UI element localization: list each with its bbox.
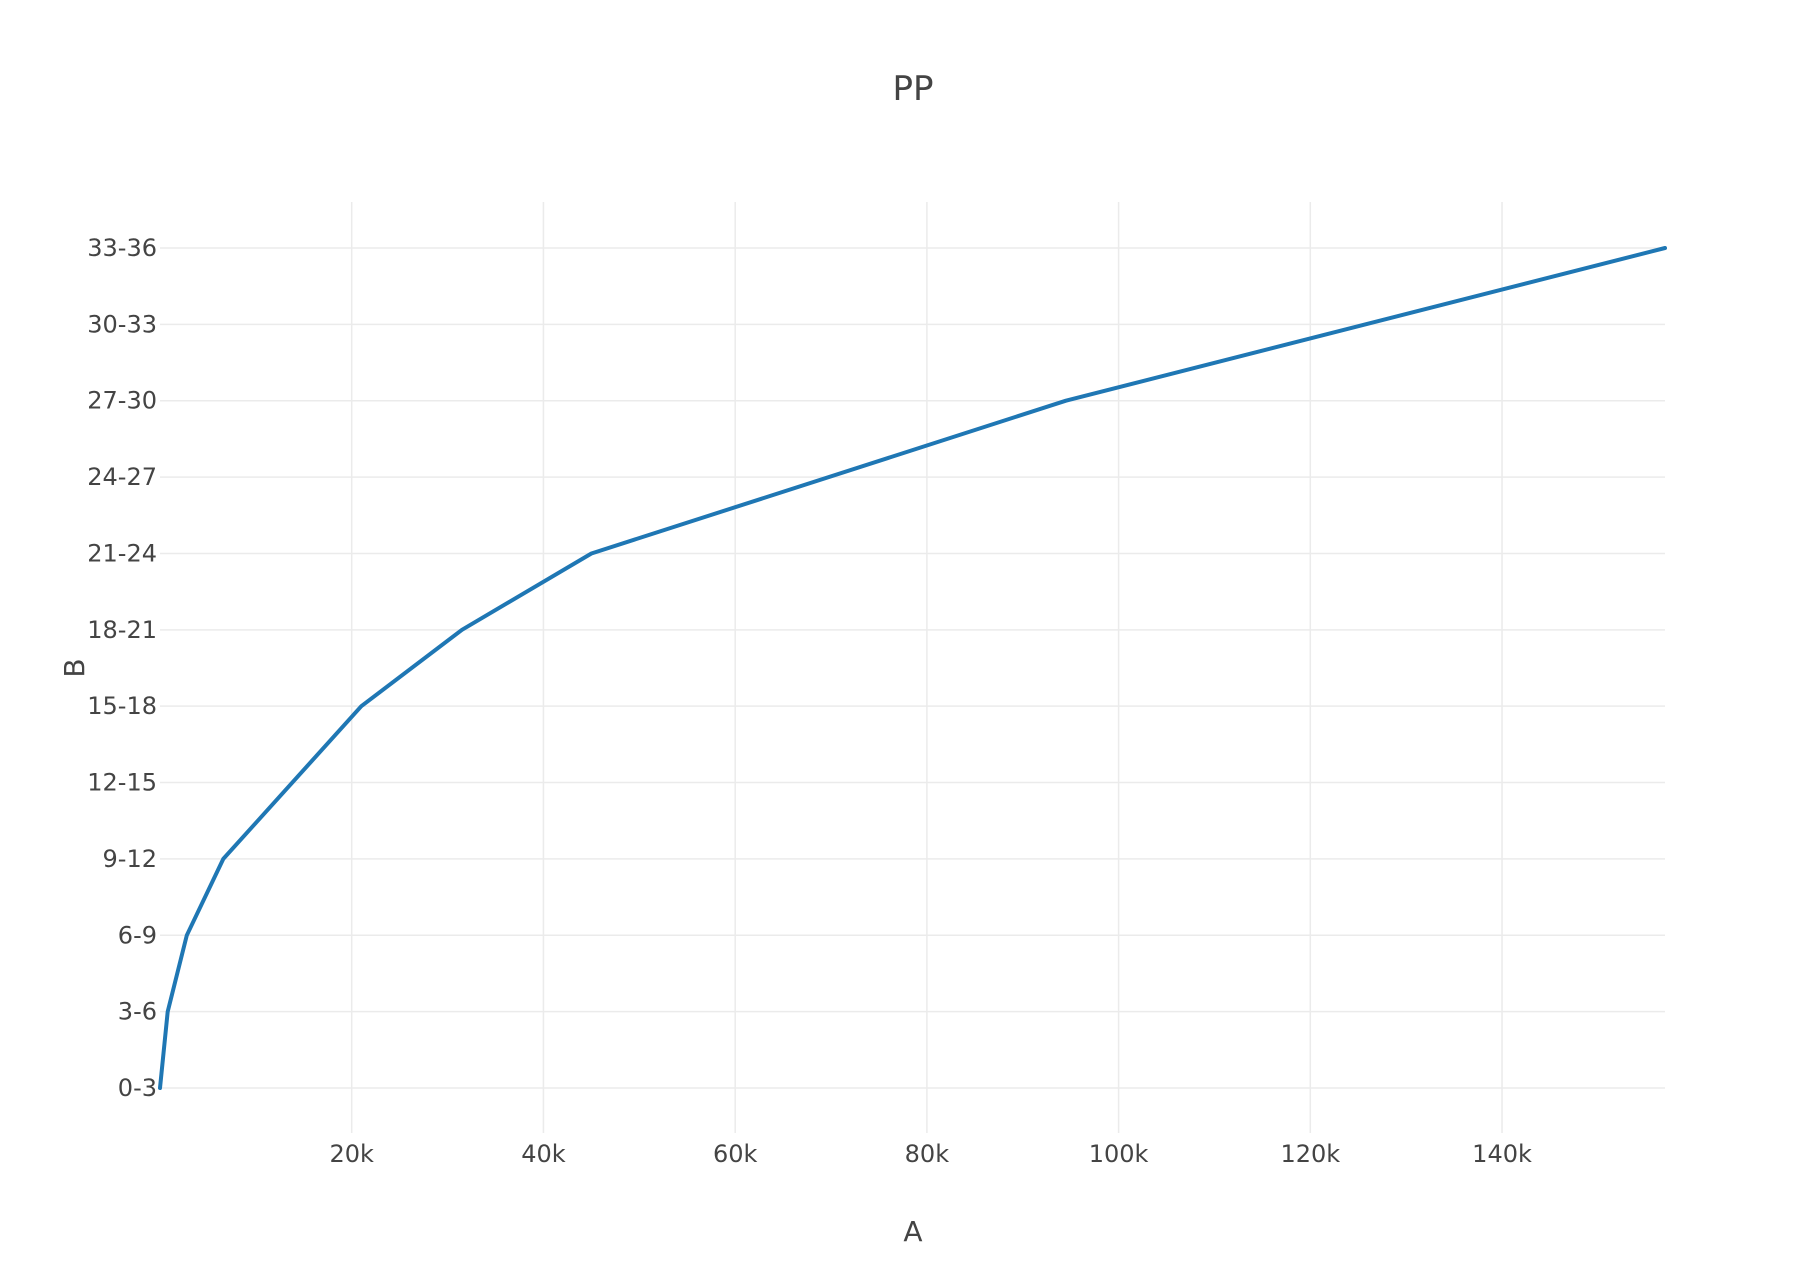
grid-lines xyxy=(160,202,1665,1133)
x-tick-label: 80k xyxy=(905,1140,950,1168)
x-tick-label: 60k xyxy=(713,1140,758,1168)
y-tick-label: 33-36 xyxy=(87,234,157,262)
x-tick-label: 40k xyxy=(521,1140,566,1168)
y-axis-ticks: 0-3 3-6 6-9 9-12 12-15 15-18 18-21 21-24 24-27 27… xyxy=(87,234,157,1102)
y-tick-label: 21-24 xyxy=(87,539,157,567)
y-tick-label: 0-3 xyxy=(118,1074,157,1102)
chart-title: PP xyxy=(892,69,933,109)
x-tick-label: 20k xyxy=(330,1140,375,1168)
y-tick-label: 6-9 xyxy=(118,921,157,949)
y-tick-label: 27-30 xyxy=(87,387,157,415)
y-tick-label: 15-18 xyxy=(87,692,157,720)
y-tick-label: 30-33 xyxy=(87,310,157,338)
x-tick-label: 140k xyxy=(1472,1140,1532,1168)
y-tick-label: 18-21 xyxy=(87,616,157,644)
x-tick-label: 100k xyxy=(1089,1140,1149,1168)
y-tick-label: 24-27 xyxy=(87,463,157,491)
y-axis-title: B xyxy=(58,658,91,677)
series-layer xyxy=(158,246,1667,1090)
y-tick-label: 12-15 xyxy=(87,769,157,797)
y-tick-label: 3-6 xyxy=(118,998,157,1026)
series-line xyxy=(158,246,1667,1090)
y-tick-label: 9-12 xyxy=(103,845,157,873)
x-tick-label: 120k xyxy=(1280,1140,1340,1168)
x-axis-ticks: 20k 40k 60k 80k 100k 120k 140k xyxy=(330,1140,1532,1168)
x-axis-title: A xyxy=(903,1215,922,1248)
